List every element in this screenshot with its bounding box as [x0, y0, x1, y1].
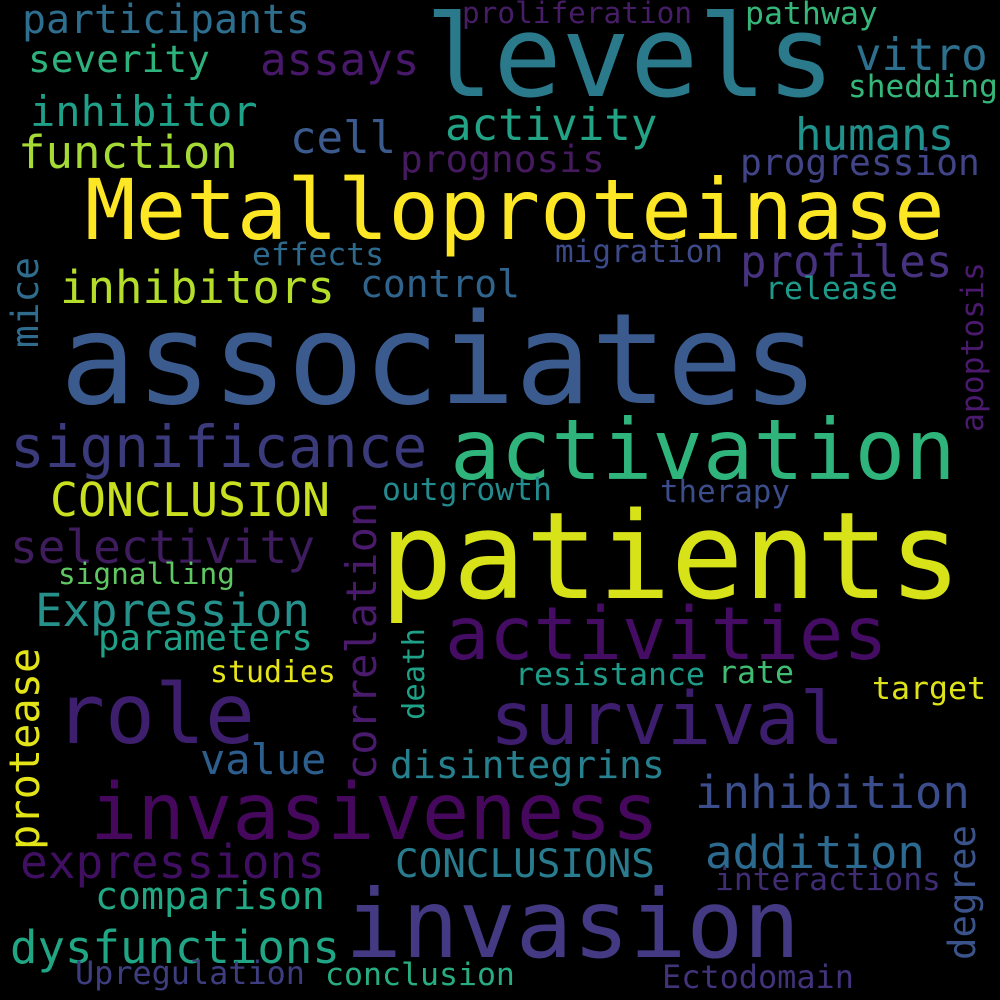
- word-activity: activity: [445, 99, 658, 151]
- word-addition: addition: [705, 825, 925, 879]
- word-activation: activation: [450, 401, 956, 499]
- word-metalloproteinase: Metalloproteinase: [85, 161, 945, 259]
- word-release: release: [765, 271, 898, 308]
- word-inhibitor: inhibitor: [30, 87, 258, 136]
- word-control: control: [360, 262, 520, 307]
- word-function: function: [18, 125, 238, 179]
- word-cell: cell: [290, 112, 397, 164]
- word-degree: degree: [940, 825, 985, 960]
- word-rate: rate: [718, 655, 794, 692]
- word-protease: protease: [0, 647, 49, 850]
- word-therapy: therapy: [660, 473, 790, 510]
- word-death: death: [396, 628, 432, 720]
- word-proliferation: proliferation: [462, 0, 693, 31]
- word-inhibitors: inhibitors: [60, 260, 335, 314]
- word-prognosis: prognosis: [400, 137, 605, 182]
- word-levels: levels: [425, 0, 835, 123]
- word-ectodomain: Ectodomain: [662, 958, 854, 997]
- word-severity: severity: [28, 37, 210, 82]
- word-assays: assays: [260, 34, 420, 86]
- word-comparison: comparison: [95, 874, 325, 919]
- word-dysfunctions: dysfunctions: [10, 920, 340, 974]
- word-conclusions-upper: CONCLUSIONS: [395, 842, 655, 888]
- word-disintegrins: disintegrins: [390, 742, 665, 787]
- word-effects: effects: [252, 237, 384, 274]
- word-apoptosis: apoptosis: [955, 262, 992, 432]
- word-role: role: [55, 666, 255, 764]
- word-invasiveness: invasiveness: [90, 766, 659, 859]
- word-expressions: expressions: [20, 835, 325, 890]
- word-upregulation: Upregulation: [75, 954, 305, 993]
- word-expression: Expression: [35, 583, 310, 637]
- word-vitro: vitro: [855, 29, 988, 81]
- word-correlation: correlation: [337, 501, 386, 780]
- word-patients: patients: [380, 487, 962, 628]
- word-shedding: shedding: [848, 69, 998, 106]
- word-resistance: resistance: [515, 657, 705, 694]
- word-activities: activities: [445, 592, 888, 678]
- word-signalling: signalling: [58, 557, 235, 592]
- word-mice: mice: [3, 256, 48, 348]
- word-migration: migration: [555, 234, 723, 271]
- word-survival: survival: [490, 677, 845, 763]
- word-significance: significance: [10, 412, 428, 481]
- word-selectivity: selectivity: [10, 520, 315, 575]
- word-invasion: invasion: [345, 869, 801, 980]
- word-conclusion: conclusion: [325, 957, 515, 994]
- word-parameters: parameters: [98, 618, 313, 660]
- word-inhibition: inhibition: [695, 765, 970, 819]
- word-profiles: profiles: [740, 236, 953, 288]
- word-conclusion-upper: CONCLUSION: [50, 473, 330, 528]
- word-associates: associates: [60, 286, 819, 433]
- word-outgrowth: outgrowth: [382, 472, 552, 509]
- word-studies: studies: [210, 655, 336, 691]
- word-interactions: interactions: [715, 862, 941, 899]
- word-humans: humans: [795, 109, 955, 161]
- word-pathway: pathway: [745, 0, 878, 33]
- word-target: target: [872, 671, 986, 708]
- word-progression: progression: [740, 140, 980, 184]
- word-value: value: [200, 735, 327, 784]
- word-participants: participants: [22, 0, 310, 44]
